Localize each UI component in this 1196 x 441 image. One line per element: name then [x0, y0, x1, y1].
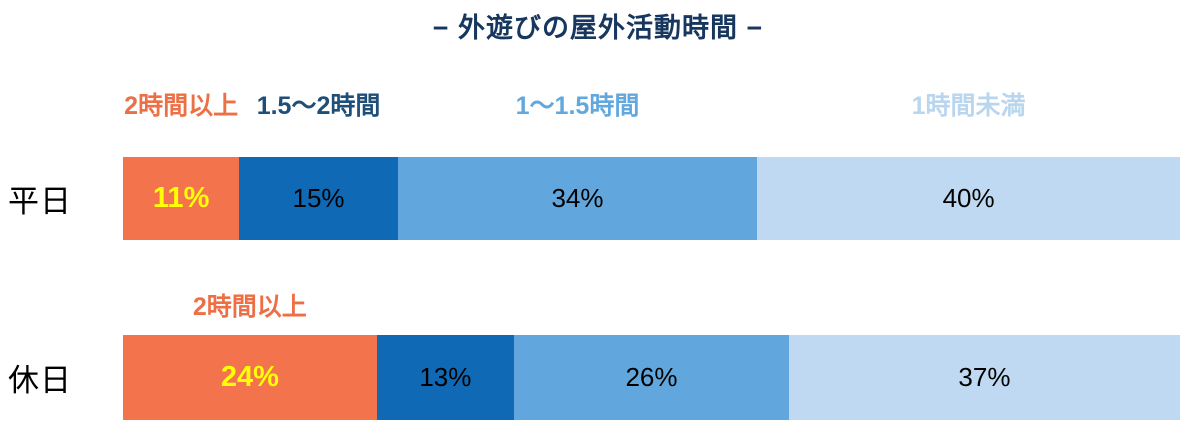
bar-weekday: 11% 15% 34% 40%	[123, 157, 1180, 240]
bar-segment: 34%	[397, 157, 758, 240]
bar-segment: 24%	[123, 335, 377, 420]
segment-label: 2時間以上	[124, 92, 239, 120]
segment-value: 26%	[625, 362, 678, 392]
bar-segment: 15%	[239, 157, 398, 240]
segment-label: 1〜1.5時間	[515, 92, 640, 120]
chart-title: − 外遊びの屋外活動時間 −	[432, 13, 764, 43]
segment-value: 24%	[220, 361, 279, 393]
segment-labels-row: 2時間以上 1.5〜2時間 1〜1.5時間 1時間未満	[123, 90, 1180, 122]
bar-row-holiday: 休日 24% 13% 26% 37%	[0, 335, 1196, 420]
segment-label: 1時間未満	[911, 92, 1026, 120]
bar-segment: 11%	[123, 157, 240, 240]
segment-value: 13%	[419, 362, 472, 392]
segment-label: 1.5〜2時間	[256, 92, 381, 120]
row-label-holiday: 休日	[8, 363, 72, 398]
bar-holiday: 24% 13% 26% 37%	[123, 335, 1180, 420]
holiday-annotation-row: 2時間以上	[123, 291, 1180, 323]
bar-segment: 40%	[757, 157, 1180, 240]
segment-value: 15%	[292, 183, 345, 213]
row-label-weekday: 平日	[8, 184, 72, 219]
bar-segment: 26%	[514, 335, 789, 420]
bar-row-weekday: 平日 11% 15% 34% 40%	[0, 157, 1196, 240]
holiday-segment-label: 2時間以上	[192, 293, 307, 321]
segment-value: 34%	[551, 183, 604, 213]
segment-value: 11%	[152, 182, 210, 214]
segment-value: 37%	[958, 362, 1011, 392]
bar-segment: 13%	[376, 335, 515, 420]
segment-value: 40%	[942, 183, 995, 213]
bar-segment: 37%	[788, 335, 1180, 420]
